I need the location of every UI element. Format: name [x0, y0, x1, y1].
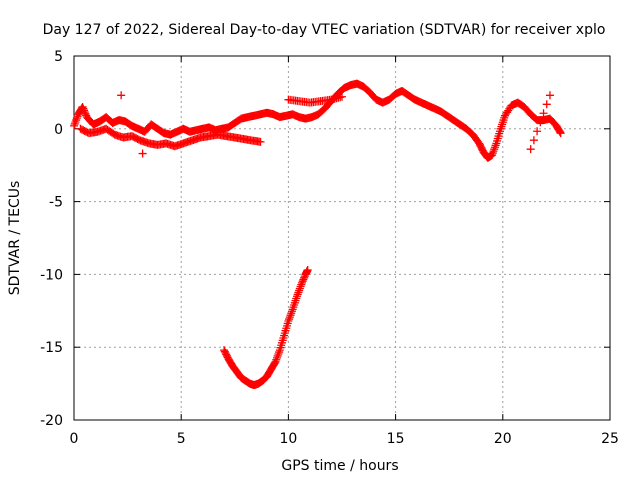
- data-point-fill: [286, 311, 295, 320]
- data-point: [78, 102, 87, 111]
- data-point-fill: [80, 106, 89, 115]
- data-point-fill: [542, 100, 551, 109]
- x-axis-label: GPS time / hours: [281, 458, 398, 474]
- x-tick-label: 20: [494, 431, 512, 447]
- data-point: [70, 121, 78, 130]
- data-point-fill: [555, 127, 564, 136]
- data-point-fill: [81, 109, 90, 118]
- data-points: [70, 79, 565, 390]
- data-point-fill: [297, 278, 306, 287]
- data-point-fill: [275, 348, 284, 357]
- data-point-fill: [489, 147, 498, 156]
- data-point-fill: [273, 351, 282, 360]
- data-point-fill: [293, 290, 302, 299]
- plot-frame: [73, 55, 611, 421]
- data-point: [556, 129, 565, 138]
- data-point-fill: [490, 145, 499, 154]
- x-tick-label: 25: [601, 431, 619, 447]
- data-point-fill: [274, 349, 283, 358]
- y-tick-label: -20: [40, 413, 63, 429]
- data-point: [526, 145, 535, 154]
- data-point: [271, 357, 280, 366]
- y-axis-label: SDTVAR / TECUs: [7, 181, 23, 296]
- y-tick-label: -10: [40, 267, 63, 283]
- data-point-fill: [71, 118, 80, 127]
- data-point-fill: [539, 109, 548, 118]
- x-tick-label: 10: [279, 431, 297, 447]
- data-point-fill: [295, 286, 304, 295]
- data-point: [284, 316, 293, 325]
- data-point: [545, 91, 554, 100]
- data-point-fill: [287, 307, 296, 316]
- x-tick-label: 15: [387, 431, 405, 447]
- data-point-fill: [272, 355, 281, 364]
- y-tick-label: 0: [54, 122, 63, 138]
- axis-ticks: 0 5 10 15 20 25 -20 -15 -10 -5 0 5: [40, 49, 619, 447]
- data-point-fill: [296, 282, 305, 291]
- y-tick-label: -15: [40, 340, 63, 356]
- data-point: [292, 292, 301, 301]
- data-point-fill: [285, 315, 294, 324]
- data-point-fill: [536, 118, 545, 127]
- data-point-fill: [529, 136, 538, 145]
- y-tick-label: -5: [49, 195, 63, 211]
- chart-title: Day 127 of 2022, Sidereal Day-to-day VTE…: [43, 22, 606, 38]
- data-point: [297, 280, 306, 289]
- data-point: [303, 266, 312, 275]
- y-tick-label: 5: [54, 49, 63, 65]
- x-tick-label: 0: [70, 431, 79, 447]
- data-point: [488, 151, 497, 160]
- data-point-fill: [299, 275, 308, 284]
- data-point-fill: [79, 104, 88, 113]
- data-point-fill: [490, 143, 499, 152]
- data-point-fill: [80, 108, 89, 117]
- data-point: [138, 149, 147, 158]
- data-point-fill: [272, 353, 281, 362]
- data-point-fill: [72, 114, 81, 123]
- data-point-fill: [488, 149, 497, 158]
- data-point-fill: [298, 277, 307, 286]
- data-point-fill: [294, 288, 303, 297]
- data-point-fill: [533, 127, 542, 136]
- data-point-fill: [295, 284, 304, 293]
- data-point-fill: [491, 141, 500, 150]
- data-point-fill: [72, 116, 81, 125]
- data-point-fill: [300, 273, 309, 282]
- data-point: [256, 137, 265, 146]
- data-point: [338, 92, 346, 101]
- x-tick-label: 5: [177, 431, 186, 447]
- data-point-fill: [287, 309, 296, 318]
- data-point-fill: [285, 313, 294, 322]
- data-point-fill: [70, 119, 79, 128]
- data-point: [117, 91, 126, 100]
